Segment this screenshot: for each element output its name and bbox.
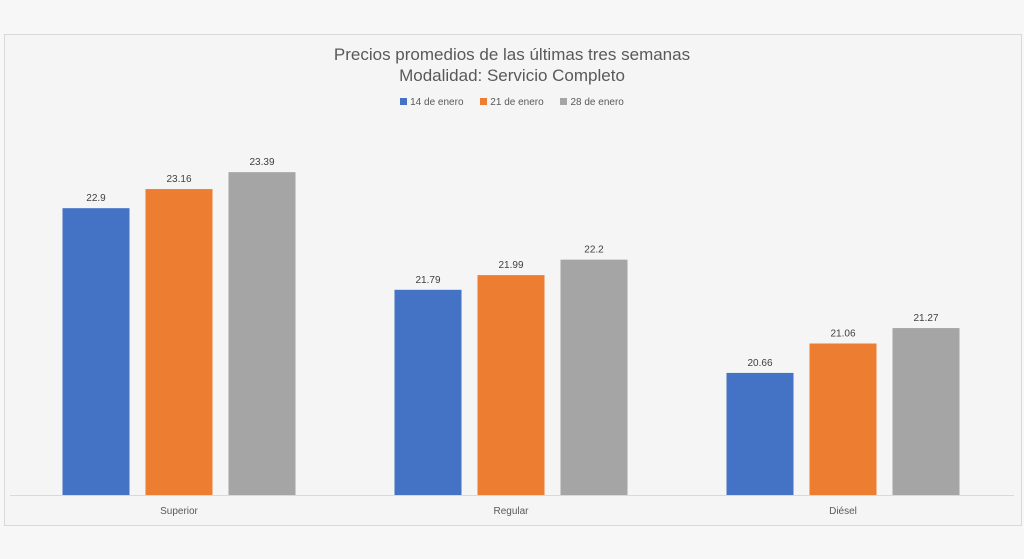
data-label: 21.99: [498, 260, 523, 271]
legend-label: 21 de enero: [490, 97, 544, 108]
bar: [145, 189, 213, 496]
bar: [394, 289, 462, 495]
bar: [62, 208, 130, 495]
data-label: 23.16: [166, 174, 191, 185]
category-label: Diésel: [829, 506, 857, 517]
data-label: 21.27: [913, 313, 938, 324]
chart-title: Precios promedios de las últimas tres se…: [0, 44, 1024, 86]
legend-item: 14 de enero: [400, 97, 464, 108]
bar: [228, 172, 296, 495]
data-label: 21.06: [830, 329, 855, 340]
bar: [809, 343, 877, 495]
bar: [560, 259, 628, 495]
legend-swatch: [560, 98, 568, 105]
data-label: 23.39: [249, 157, 274, 168]
legend-swatch: [400, 98, 408, 105]
data-label: 22.2: [584, 245, 604, 256]
data-label: 22.9: [86, 193, 106, 204]
legend-label: 14 de enero: [410, 97, 464, 108]
subtitle-line: Modalidad: Servicio Completo: [399, 66, 625, 85]
category-label: Regular: [493, 506, 529, 517]
data-label: 21.79: [415, 275, 440, 286]
legend-swatch: [480, 98, 488, 105]
bar: [892, 328, 960, 495]
bar: [477, 275, 545, 495]
bar: [726, 372, 794, 495]
data-label: 20.66: [747, 358, 772, 369]
title-line: Precios promedios de las últimas tres se…: [333, 45, 691, 64]
legend-label: 28 de enero: [570, 97, 624, 108]
legend: 14 de enero 21 de enero 28 de enero: [0, 97, 1024, 108]
legend-item: 21 de enero: [480, 97, 544, 108]
category-label: Superior: [160, 506, 198, 517]
legend-item: 28 de enero: [560, 97, 624, 108]
